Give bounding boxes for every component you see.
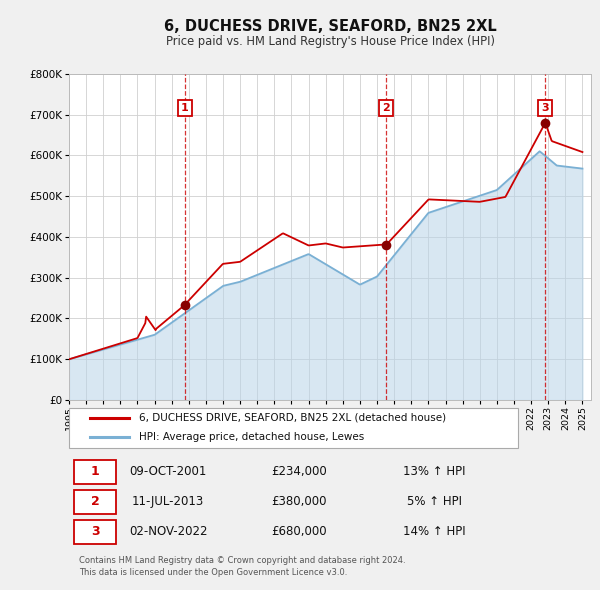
- FancyBboxPatch shape: [74, 520, 116, 544]
- Text: 14% ↑ HPI: 14% ↑ HPI: [403, 526, 466, 539]
- Text: 1: 1: [91, 466, 100, 478]
- Text: 09-OCT-2001: 09-OCT-2001: [130, 466, 207, 478]
- Text: 1: 1: [181, 103, 189, 113]
- Text: 13% ↑ HPI: 13% ↑ HPI: [403, 466, 466, 478]
- FancyBboxPatch shape: [74, 490, 116, 514]
- FancyBboxPatch shape: [74, 460, 116, 484]
- Text: 02-NOV-2022: 02-NOV-2022: [129, 526, 208, 539]
- Text: Price paid vs. HM Land Registry's House Price Index (HPI): Price paid vs. HM Land Registry's House …: [166, 35, 494, 48]
- Text: 5% ↑ HPI: 5% ↑ HPI: [407, 496, 462, 509]
- Text: 6, DUCHESS DRIVE, SEAFORD, BN25 2XL: 6, DUCHESS DRIVE, SEAFORD, BN25 2XL: [164, 19, 496, 34]
- Text: 3: 3: [91, 526, 100, 539]
- Text: 6, DUCHESS DRIVE, SEAFORD, BN25 2XL (detached house): 6, DUCHESS DRIVE, SEAFORD, BN25 2XL (det…: [139, 412, 446, 422]
- Text: 3: 3: [541, 103, 549, 113]
- Text: 2: 2: [91, 496, 100, 509]
- Text: Contains HM Land Registry data © Crown copyright and database right 2024.
This d: Contains HM Land Registry data © Crown c…: [79, 556, 406, 576]
- Text: 11-JUL-2013: 11-JUL-2013: [132, 496, 205, 509]
- Text: £234,000: £234,000: [271, 466, 326, 478]
- Text: £380,000: £380,000: [271, 496, 326, 509]
- Text: £680,000: £680,000: [271, 526, 326, 539]
- Text: HPI: Average price, detached house, Lewes: HPI: Average price, detached house, Lewe…: [139, 432, 365, 442]
- Text: 2: 2: [382, 103, 390, 113]
- FancyBboxPatch shape: [69, 408, 518, 448]
